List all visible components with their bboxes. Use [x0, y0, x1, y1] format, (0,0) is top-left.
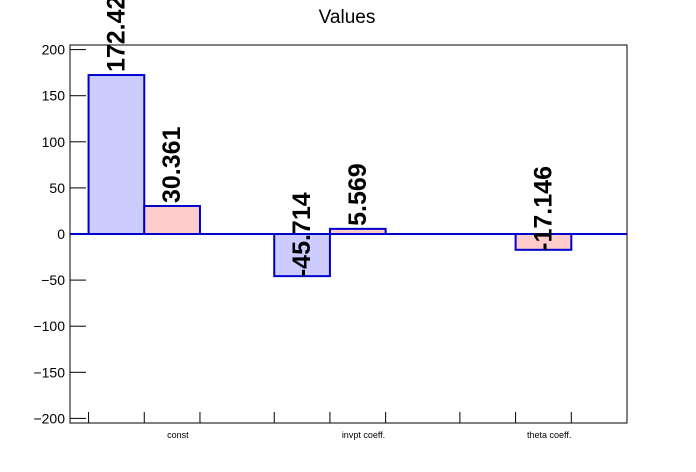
data-label: 5.569	[344, 163, 372, 226]
bar	[273, 233, 331, 278]
bar	[514, 233, 573, 251]
data-label: 172.42	[102, 0, 130, 72]
y-tick-label: 50	[49, 180, 65, 196]
y-tick-label: −50	[41, 272, 65, 288]
data-label: -17.146	[529, 166, 557, 251]
y-tick-label: 150	[42, 88, 66, 104]
x-tick-label: theta coeff.	[527, 430, 571, 440]
bar	[143, 205, 201, 235]
x-tick-label: invpt coeff.	[342, 430, 385, 440]
y-tick-label: 100	[42, 134, 66, 150]
x-axis: const invpt coeff. theta coeff.	[88, 412, 572, 440]
y-tick-label: −150	[33, 364, 65, 380]
bar	[87, 74, 146, 235]
bars	[70, 74, 627, 278]
x-tick-label: const	[167, 430, 189, 440]
y-tick-label: −100	[33, 318, 65, 334]
y-tick-label: 200	[42, 42, 66, 58]
chart-title: Values	[319, 7, 376, 28]
data-label: -45.714	[288, 192, 316, 277]
data-label: 30.361	[158, 126, 186, 203]
y-tick-label: −200	[33, 410, 65, 426]
bar	[328, 227, 387, 235]
y-tick-label: 0	[57, 226, 65, 242]
data-labels: 172.42 -45.714 30.361 5.569 -17.146	[102, 0, 557, 277]
